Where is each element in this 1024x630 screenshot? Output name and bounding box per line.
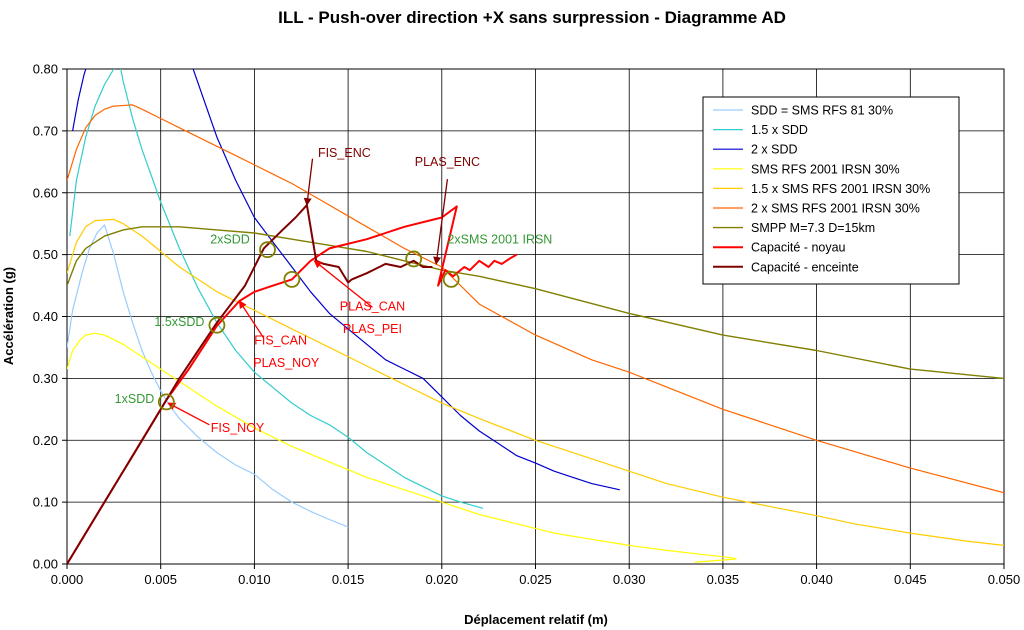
intersection-marker <box>208 316 226 334</box>
intersection-marker <box>157 393 175 411</box>
annotation-label: 2xSDD <box>210 232 250 246</box>
series-line-6 <box>67 104 1004 494</box>
y-tick-label: 0.60 <box>33 185 58 200</box>
x-tick-label: 0.020 <box>426 572 459 587</box>
annotation-label: 1xSDD <box>115 392 155 406</box>
circle-markers <box>157 241 460 411</box>
legend-label: SMS RFS 2001 IRSN 30% <box>751 162 900 176</box>
annotation-arrow <box>433 179 449 265</box>
annotation-arrows <box>167 158 449 426</box>
series-line-2 <box>69 69 484 509</box>
x-tick-label: 0.000 <box>51 572 84 587</box>
legend: SDD = SMS RFS 81 30% 1.5 x SDD 2 x SDD SMS … <box>702 96 960 285</box>
intersection-marker <box>405 250 423 268</box>
x-tick-label: 0.040 <box>800 572 833 587</box>
annotation-arrow <box>167 402 210 426</box>
intersection-marker <box>259 241 276 259</box>
x-tick-label: 0.045 <box>894 572 927 587</box>
annotation-label: 1.5xSDD <box>154 315 204 329</box>
x-tick-label: 0.050 <box>988 572 1021 587</box>
tick-labels: 0.000 0.005 0.010 0.015 0.020 0.025 0.030 0.035… <box>33 62 1021 588</box>
series-layer <box>67 69 1004 564</box>
legend-label: SMPP M=7.3 D=15km <box>751 221 875 235</box>
series-line-5 <box>67 218 1004 546</box>
legend-label: 1.5 x SDD <box>751 123 808 137</box>
intersection-marker <box>283 270 301 288</box>
chart-title: ILL - Push-over direction +X sans surpre… <box>278 8 786 27</box>
x-tick-label: 0.010 <box>238 572 271 587</box>
series-line-7 <box>67 226 1004 380</box>
y-tick-label: 0.50 <box>33 247 58 262</box>
y-tick-label: 0.80 <box>33 62 58 77</box>
legend-label: 1.5 x SMS RFS 2001 IRSN 30% <box>751 182 930 196</box>
legend-label: Capacité - noyau <box>751 241 846 255</box>
series-line-8 <box>67 205 518 564</box>
annotation-arrow <box>238 300 265 339</box>
annotation-label: PLAS_PEI <box>343 322 402 336</box>
annotation-arrow <box>313 260 373 308</box>
x-tick-label: 0.005 <box>144 572 177 587</box>
y-tick-label: 0.40 <box>33 309 58 324</box>
annotation-arrow <box>303 158 314 207</box>
x-tick-label: 0.030 <box>613 572 646 587</box>
annotation-label: 2xSMS 2001 IRSN <box>447 232 552 246</box>
x-tick-label: 0.015 <box>332 572 365 587</box>
y-tick-label: 0.20 <box>33 433 58 448</box>
legend-label: SDD = SMS RFS 81 30% <box>751 104 893 118</box>
y-tick-label: 0.00 <box>33 557 58 572</box>
series-line-4 <box>67 332 737 563</box>
annotation-label: FIS_CAN <box>254 333 307 347</box>
annotation-label: PLAS_ENC <box>415 155 480 169</box>
x-tick-label: 0.035 <box>707 572 740 587</box>
y-axis-label: Accélération (g) <box>1 267 16 365</box>
series-line-1 <box>67 224 349 528</box>
series-line-3 <box>72 69 620 491</box>
annotation-label: PLAS_NOY <box>253 356 320 370</box>
annotations: 1xSDD 1.5xSDD 2xSDD 2xSMS 2001 IRSN FIS_ENC P… <box>115 146 553 435</box>
legend-label: 2 x SDD <box>751 143 798 157</box>
x-tick-label: 0.025 <box>519 572 552 587</box>
intersection-marker <box>442 270 460 288</box>
y-tick-label: 0.70 <box>33 123 58 138</box>
y-tick-label: 0.30 <box>33 371 58 386</box>
legend-label: Capacité - enceinte <box>751 260 859 274</box>
annotation-label: PLAS_CAN <box>340 299 405 313</box>
legend-label: 2 x SMS RFS 2001 IRSN 30% <box>751 202 920 216</box>
annotation-label: FIS_ENC <box>318 146 371 160</box>
annotation-label: FIS_NOY <box>211 421 265 435</box>
y-tick-label: 0.10 <box>33 495 58 510</box>
legend-box <box>702 96 960 285</box>
x-axis-label: Déplacement relatif (m) <box>464 612 608 627</box>
